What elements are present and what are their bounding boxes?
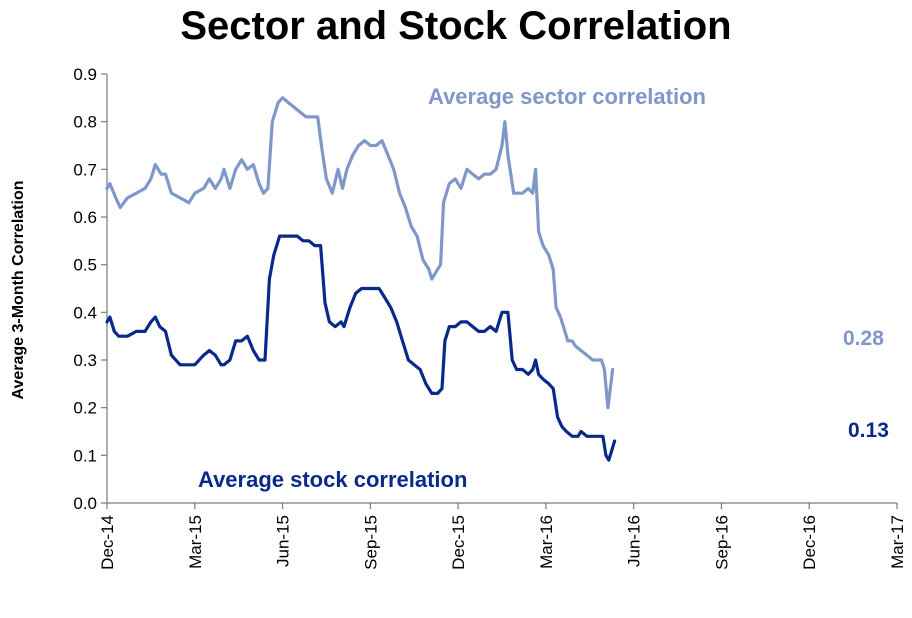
y-tick-label: 0.1 [73, 446, 97, 465]
x-tick-label: Mar-16 [537, 515, 556, 569]
stock-end-value: 0.13 [848, 419, 889, 442]
y-tick-label: 0.4 [73, 303, 97, 322]
y-tick-label: 0.2 [73, 399, 97, 418]
y-tick-label: 0.9 [73, 65, 97, 84]
x-tick-label: Dec-16 [800, 515, 819, 570]
chart-series [105, 96, 617, 462]
x-tick-label: Mar-15 [186, 515, 205, 569]
chart-title: Sector and Stock Correlation [180, 4, 732, 48]
y-tick-label: 0.6 [73, 208, 97, 227]
x-tick-label: Sep-16 [712, 515, 731, 570]
chart-annotations: Average sector correlation Average stock … [198, 84, 889, 492]
sector-end-value: 0.28 [843, 327, 884, 350]
chart-axes: 0.0 0.1 0.2 0.3 0.4 0.5 0.6 0.7 0.8 0.9 Dec-14 Mar-… [73, 65, 907, 570]
y-tick-label: 0.7 [73, 160, 97, 179]
x-tick-label: Dec-15 [449, 515, 468, 570]
x-tick-label: Dec-14 [98, 515, 117, 570]
stock-correlation-line [105, 234, 617, 462]
y-tick-label: 0.5 [73, 256, 97, 275]
sector-series-label: Average sector correlation [428, 84, 706, 109]
sector-correlation-line [105, 96, 615, 410]
stock-series-label: Average stock correlation [198, 467, 467, 492]
x-tick-label: Jun-15 [274, 515, 293, 567]
x-tick-label: Jun-16 [625, 515, 644, 567]
y-tick-label: 0.0 [73, 494, 97, 513]
y-tick-label: 0.3 [73, 351, 97, 370]
x-tick-label: Sep-15 [361, 515, 380, 570]
x-tick-label: Mar-17 [888, 515, 907, 569]
y-tick-label: 0.8 [73, 113, 97, 132]
